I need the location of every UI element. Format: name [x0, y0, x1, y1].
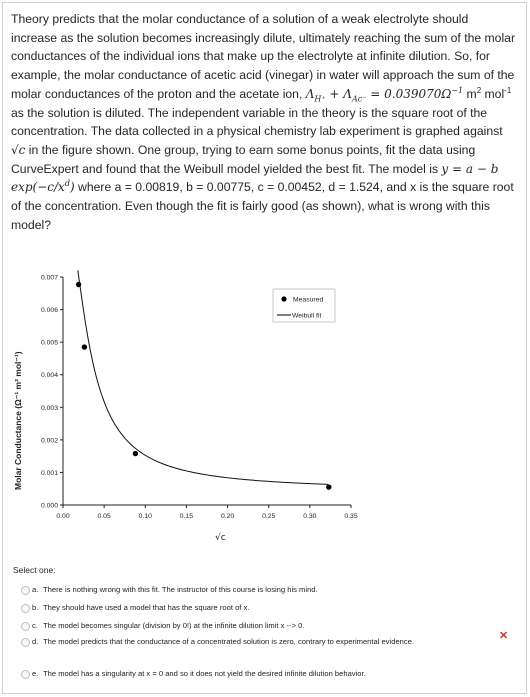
equation: ΛH⁺ + ΛAc⁻ = 0.039070Ω−1 — [305, 85, 464, 104]
option-b-letter: b. — [32, 603, 39, 612]
unit-m: m — [463, 86, 477, 101]
measured-point — [75, 281, 82, 288]
radio-c[interactable] — [21, 622, 30, 631]
option-e-letter: e. — [32, 669, 39, 678]
incorrect-icon: ✕ — [499, 630, 509, 642]
legend-box — [272, 288, 336, 323]
option-b-text: They should have used a model that has t… — [43, 603, 250, 612]
weibull-fit-curve — [77, 270, 328, 485]
y-tick-label: 0.002 — [41, 437, 58, 444]
question-intro: Theory predicts that the molar conductan… — [11, 12, 516, 101]
option-a-text: There is nothing wrong with this fit. Th… — [43, 585, 318, 594]
y-tick-label: 0.000 — [41, 503, 58, 510]
x-tick-label: 0.25 — [262, 513, 275, 520]
y-tick-label: 0.001 — [41, 470, 58, 477]
x-tick-label: 0.20 — [221, 513, 234, 520]
question-text-3: in the figure shown. One group, trying t… — [11, 142, 476, 176]
y-axis-label: Molar Conductance (Ω⁻¹ m² mol⁻¹) — [13, 351, 23, 490]
conductance-chart: 0.000 0.001 0.002 0.003 0.004 0.005 0.006 0.007… — [11, 265, 365, 557]
x-tick-label: 0.00 — [56, 513, 69, 520]
y-tick-label: 0.003 — [41, 405, 58, 412]
x-tick-label: 0.35 — [344, 513, 357, 520]
option-d-text: The model predicts that the conductance … — [43, 637, 415, 646]
radio-d[interactable] — [21, 638, 30, 647]
chart-svg: 0.000 0.001 0.002 0.003 0.004 0.005 0.006 0.007… — [13, 270, 358, 543]
legend-weibull: Weibull fit — [292, 313, 321, 320]
question-text-2: as the solution is diluted. The independ… — [11, 105, 503, 139]
option-c-letter: c. — [32, 621, 38, 630]
y-tick-label: 0.004 — [41, 372, 58, 379]
option-e-text: The model has a singularity at x = 0 and… — [43, 669, 366, 678]
x-tick-label: 0.30 — [303, 513, 316, 520]
option-a-letter: a. — [32, 585, 39, 594]
radio-b[interactable] — [21, 604, 30, 613]
x-tick-label: 0.10 — [139, 513, 152, 520]
measured-points — [75, 281, 332, 490]
sqrt-c: √c — [11, 142, 26, 157]
question-text-4: where a = 0.00819, b = 0.00775, c = 0.00… — [11, 180, 514, 232]
legend-measured-marker — [281, 296, 287, 302]
model-equation: y = a − b exp(−c/xd) — [11, 161, 499, 195]
radio-e[interactable] — [21, 670, 30, 679]
y-tick-label: 0.005 — [41, 340, 58, 347]
measured-point — [81, 344, 88, 350]
option-c-text: The model becomes singular (division by … — [43, 621, 305, 630]
x-tick-label: 0.15 — [180, 513, 193, 520]
measured-point — [132, 450, 139, 457]
select-one-label: Select one: — [13, 565, 56, 575]
radio-a[interactable] — [21, 586, 30, 595]
x-tick-label: 0.05 — [98, 513, 111, 520]
question-text: Theory predicts that the molar conductan… — [11, 12, 516, 232]
unit-mol: mol — [481, 86, 505, 101]
x-axis-label: √c — [215, 532, 226, 543]
y-tick-label: 0.006 — [41, 307, 58, 314]
x-ticks: 0.00 0.05 0.10 0.15 0.20 0.25 0.30 0.35 — [56, 505, 358, 520]
legend: Measured Weibull fit — [272, 288, 336, 323]
legend-measured: Measured — [293, 297, 323, 304]
y-tick-label: 0.007 — [41, 275, 58, 282]
option-d[interactable]: d. The model predicts that the conductan… — [21, 636, 491, 662]
y-ticks: 0.000 0.001 0.002 0.003 0.004 0.005 0.006 0.007 — [41, 275, 63, 510]
measured-point — [326, 484, 332, 490]
option-d-letter: d. — [32, 637, 39, 646]
